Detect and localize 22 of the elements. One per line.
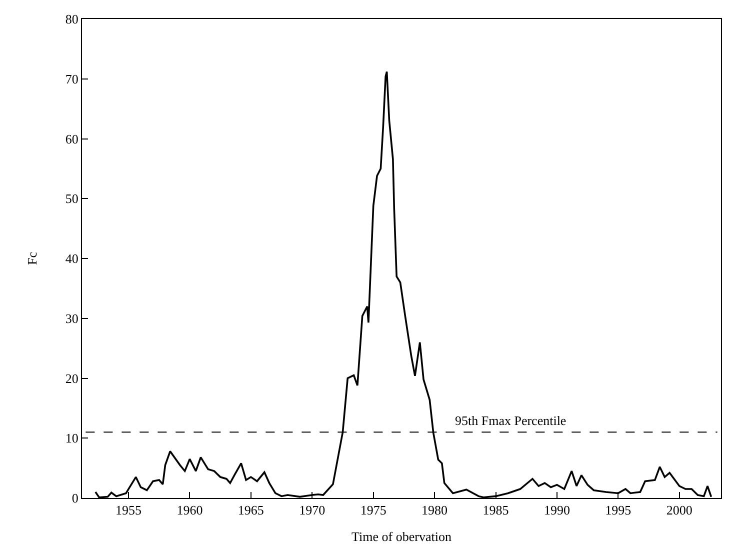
x-tick-label: 1990 [544,502,570,518]
x-axis-title: Time of obervation [352,529,452,544]
x-tick-label: 1980 [422,502,448,518]
x-tick-label: 1955 [116,502,142,518]
x-tick-label: 1965 [238,502,264,518]
x-tick-label: 1985 [482,502,509,518]
x-tick-label: 1995 [605,502,632,518]
y-tick-label: 80 [65,12,78,27]
y-tick-label: 30 [65,310,78,326]
y-tick-label: 20 [65,370,78,386]
x-tick-label: 1970 [299,502,326,518]
x-tick-label: 2000 [666,502,692,518]
y-tick-label: 0 [72,490,78,506]
x-tick-label: 1975 [360,502,386,518]
ref-line-label: 95th Fmax Percentile [455,413,566,428]
y-tick-label: 60 [65,131,78,146]
y-tick-label: 50 [65,191,78,206]
y-tick-label: 40 [65,251,78,266]
y-axis-title: Fc [24,252,40,265]
y-tick-label: 70 [65,71,78,86]
y-tick-label: 10 [65,430,78,446]
x-tick-label: 1960 [176,502,203,518]
